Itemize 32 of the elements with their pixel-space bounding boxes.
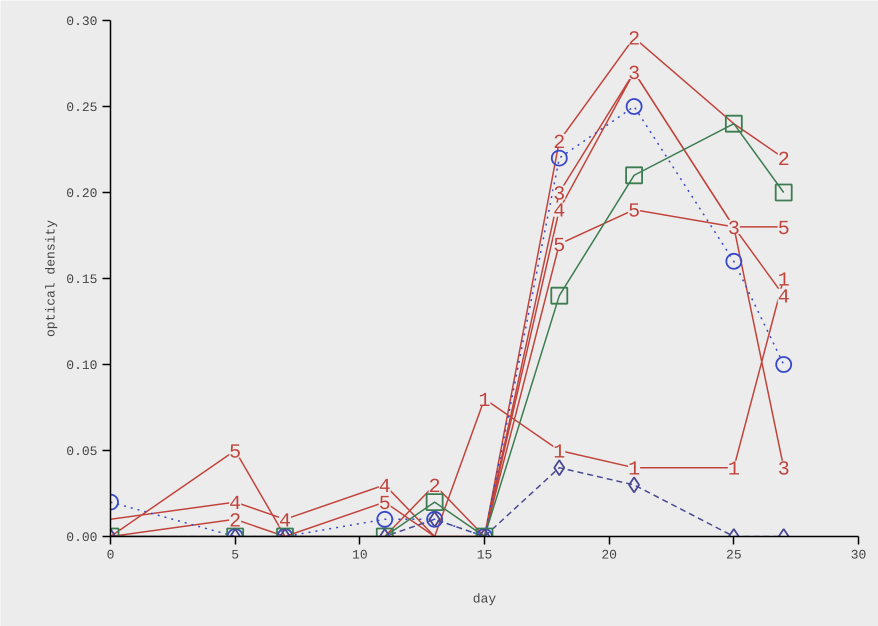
y-axis-title: optical density xyxy=(43,220,58,338)
x-tick-label: 30 xyxy=(850,548,866,562)
y-tick-label: 0.00 xyxy=(66,530,98,545)
series-label: 5 xyxy=(229,442,242,464)
text: 1 xyxy=(553,442,566,464)
text: 2 xyxy=(628,28,640,52)
text: 2 xyxy=(553,132,566,155)
text: 2 xyxy=(778,149,790,172)
text: 1 xyxy=(728,458,740,482)
text: 1 xyxy=(628,458,640,482)
text: 4 xyxy=(279,510,292,534)
y-tick-label: 0.25 xyxy=(66,100,98,115)
y-tick-label: 0.20 xyxy=(66,186,98,201)
y-tick-label: 0.10 xyxy=(66,358,98,373)
x-tick-label: 5 xyxy=(231,548,240,562)
x-tick-label: 25 xyxy=(726,548,742,562)
x-tick-label: 15 xyxy=(476,548,492,562)
text: 5 xyxy=(778,218,790,241)
text: 3 xyxy=(728,218,740,241)
x-tick-label: 10 xyxy=(352,548,368,562)
text: 3 xyxy=(778,458,790,482)
text: 3 xyxy=(628,63,640,86)
text: 5 xyxy=(628,200,640,224)
y-tick-label: 0.30 xyxy=(66,14,98,29)
text: 5 xyxy=(553,235,566,258)
x-tick-label: 0 xyxy=(106,548,114,562)
series-label: 1 xyxy=(478,390,491,413)
y-tick-label: 0.15 xyxy=(66,272,98,287)
y-tick-label: 0.05 xyxy=(66,444,98,459)
x-tick-label: 20 xyxy=(601,548,617,562)
x-axis-title: day xyxy=(472,592,496,606)
text: 2 xyxy=(428,476,441,499)
